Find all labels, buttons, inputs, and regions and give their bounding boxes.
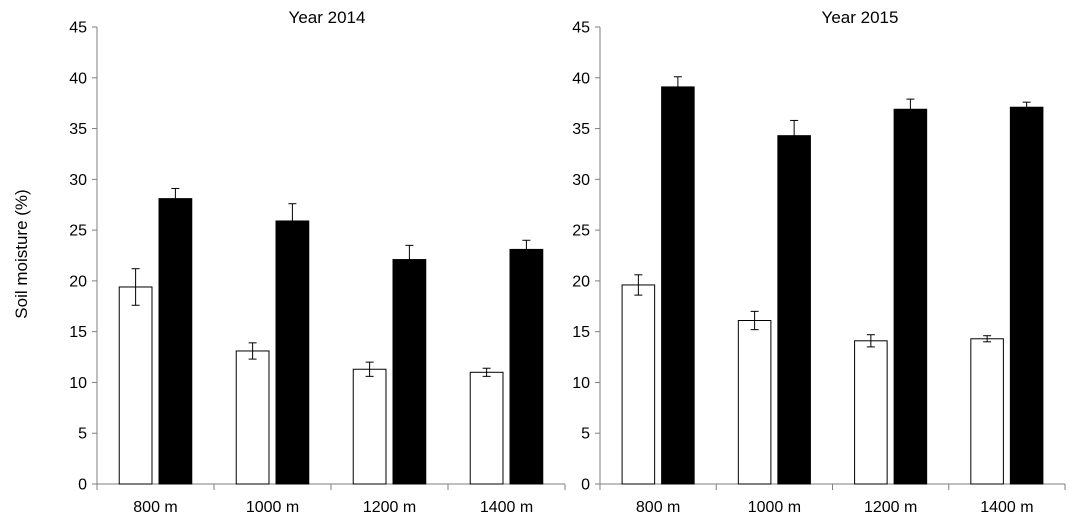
x-tick-label: 1400 m: [480, 499, 533, 516]
y-tick-label: 25: [572, 223, 590, 240]
bar-open: [737, 319, 772, 485]
bar-filled: [275, 220, 310, 485]
y-axis-title: Soil moisture (%): [12, 189, 31, 318]
x-tick-label: 800 m: [636, 499, 680, 516]
y-tick-label: 5: [78, 426, 87, 443]
bar-filled: [893, 108, 928, 485]
y-tick-label: 20: [572, 273, 590, 290]
y-tick-label: 0: [581, 477, 590, 494]
y-tick-label: 45: [572, 20, 590, 37]
chart-panel-2014: Year 2014 0 5 10 15 20 25 30 35 40 45 800 m 1000 m 1…: [69, 8, 566, 516]
y-tick-label: 35: [572, 121, 590, 138]
y-tick-label: 10: [69, 375, 87, 392]
y-tick-label: 0: [78, 477, 87, 494]
y-tick-label: 45: [69, 20, 87, 37]
y-tick-label: 40: [69, 70, 87, 87]
bar-filled: [392, 259, 427, 485]
x-tick-label: 1200 m: [363, 499, 416, 516]
bar-filled: [158, 198, 193, 485]
x-tick-label: 1000 m: [246, 499, 299, 516]
y-tick-label: 30: [572, 172, 590, 189]
bar-open: [970, 338, 1004, 485]
x-tick-label: 1400 m: [980, 499, 1033, 516]
y-tick-label: 15: [572, 324, 590, 341]
y-tick-label: 15: [69, 324, 87, 341]
chart-title: Year 2015: [822, 8, 899, 27]
y-tick-label: 5: [581, 426, 590, 443]
bar-filled: [509, 248, 544, 485]
bar-filled: [1009, 106, 1044, 485]
y-tick-label: 35: [69, 121, 87, 138]
bar-open: [235, 350, 270, 485]
chart-panel-2015: Year 2015 0 5 10 15 20 25 30 35 40 45 800 m 1000 m 1…: [572, 8, 1066, 516]
bar-open: [469, 371, 504, 485]
x-tick-label: 1000 m: [748, 499, 801, 516]
bar-open: [854, 340, 888, 485]
bar-filled: [661, 86, 695, 485]
bar-filled: [777, 135, 811, 485]
bar-open: [352, 368, 387, 485]
bar-open: [118, 286, 153, 485]
y-tick-label: 40: [572, 70, 590, 87]
bar-open: [621, 284, 656, 485]
y-tick-label: 30: [69, 172, 87, 189]
y-tick-label: 25: [69, 223, 87, 240]
y-tick-label: 20: [69, 273, 87, 290]
chart-title: Year 2014: [289, 8, 366, 27]
y-tick-label: 10: [572, 375, 590, 392]
x-tick-label: 800 m: [133, 499, 177, 516]
x-tick-label: 1200 m: [864, 499, 917, 516]
